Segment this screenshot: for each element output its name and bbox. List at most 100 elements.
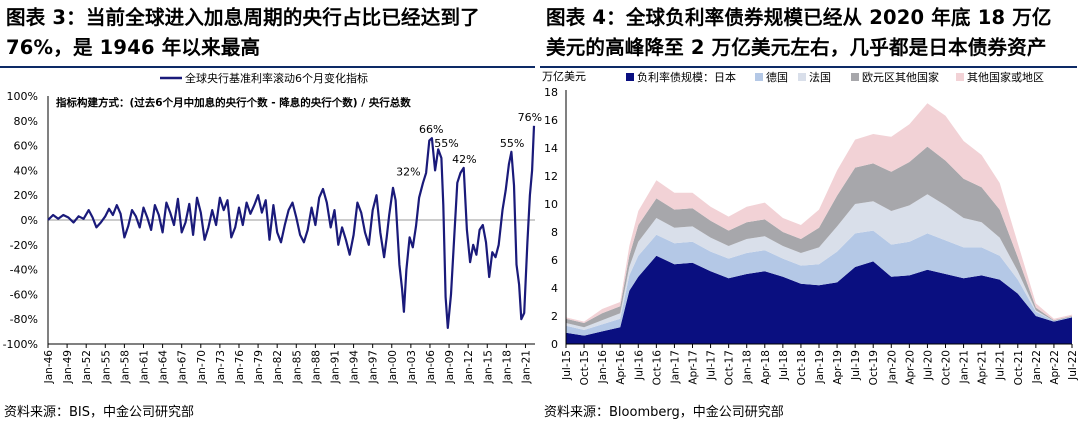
legend-label: 德国 (766, 70, 788, 84)
x-tick-label: Jan-82 (272, 350, 284, 384)
x-tick-label: Jan-21 (959, 350, 971, 384)
x-tick-label: Jan-58 (119, 350, 131, 384)
x-tick-label: Oct-16 (651, 350, 663, 386)
line-chart: 100% 80% 60% 40% 20% 0% -20% -40% -60% -80% -100% J… (3, 71, 543, 385)
x-tick-label: Apr-16 (615, 350, 627, 385)
x-tick-label: Jul-15 (561, 350, 573, 381)
x-tick-label: Jan-88 (310, 350, 322, 384)
legend-label: 欧元区其他国家 (862, 70, 939, 84)
x-tick-label: Jul-22 (1067, 350, 1079, 381)
x-tick-label: Apr-21 (977, 350, 989, 385)
y-tick-label: 8 (551, 226, 558, 239)
x-tick-label: Jul-19 (850, 350, 862, 381)
x-tick-label: Jan-09 (444, 350, 456, 384)
x-tick-label: Apr-22 (1049, 350, 1061, 385)
x-tick-label: Jan-18 (742, 350, 754, 384)
series-line (47, 125, 536, 329)
x-tick-label: Oct-18 (796, 350, 808, 385)
x-tick-label: Jan-22 (1031, 350, 1043, 384)
chart-title: 图表 4：全球负利率债券规模已经从 2020 年底 18 万亿美元的高峰降至 2… (546, 6, 1052, 59)
x-tick-label: Jan-03 (406, 350, 418, 384)
y-tick-label: 10 (544, 198, 558, 211)
y-tick-label: 0% (21, 214, 38, 227)
x-tick-label: Apr-18 (760, 350, 772, 385)
chart-panel-right: 图表 4：全球负利率债券规模已经从 2020 年底 18 万亿美元的高峰降至 2… (540, 0, 1080, 424)
x-tick-label: Oct-20 (941, 350, 953, 385)
data-label: 32% (396, 165, 420, 178)
x-tick-label: Jan-52 (81, 350, 93, 384)
y-tick-label: 20% (14, 189, 38, 202)
data-label: 55% (500, 137, 524, 150)
y-tick-label: 18 (544, 86, 558, 99)
y-tick-label: 80% (14, 115, 38, 128)
x-tick-label: Oct-19 (868, 350, 880, 385)
title-divider (540, 66, 1077, 68)
x-tick-label: Jul-18 (778, 350, 790, 381)
title-divider (0, 66, 535, 68)
chart-panel-left: 图表 3：当前全球进入加息周期的央行占比已经达到了 76%，是 1946 年以来… (0, 0, 543, 424)
chart-title: 图表 3：当前全球进入加息周期的央行占比已经达到了 76%，是 1946 年以来… (6, 6, 480, 59)
x-tick-label: Oct-21 (1013, 350, 1025, 385)
area-series (566, 103, 1072, 323)
stacked-area-chart: 万亿美元 0 2 4 6 8 10 12 14 16 18 Jul-15 Oct-15 Jan-16 Apr… (542, 70, 1079, 386)
x-tick-label: Jan-64 (158, 350, 170, 385)
y-tick-label: 0 (551, 338, 558, 351)
x-tick-label: Jul-21 (995, 350, 1007, 381)
legend-swatch (755, 73, 763, 81)
legend-swatch (851, 73, 859, 81)
x-tick-label: Jan-19 (814, 350, 826, 384)
x-tick-label: Jan-85 (291, 350, 303, 384)
y-tick-label: 40% (14, 164, 38, 177)
legend-swatch (626, 73, 634, 81)
y-tick-label: 60% (14, 140, 38, 153)
legend-label: 负利率债规模：日本 (637, 70, 736, 84)
x-tick-label: Jan-20 (886, 350, 898, 384)
y-tick-label: 12 (544, 170, 558, 183)
x-tick-label: Jan-15 (482, 350, 494, 384)
x-tick-label: Oct-17 (724, 350, 736, 385)
x-tick-label: Jan-18 (501, 350, 513, 384)
x-tick-label: Jan-79 (253, 350, 265, 384)
x-tick-label: Jan-16 (597, 350, 609, 385)
x-tick-label: Jan-70 (196, 350, 208, 384)
x-tick-label: Jan-67 (177, 350, 189, 384)
y-tick-label: 14 (544, 142, 558, 155)
y-tick-label: 16 (544, 114, 558, 127)
unit-label: 万亿美元 (542, 70, 586, 83)
x-tick-label: Apr-20 (904, 350, 916, 385)
x-tick-label: Jan-73 (215, 350, 227, 384)
x-tick-label: Jan-21 (520, 350, 532, 384)
legend-label: 全球央行基准利率滚动6个月变化指标 (185, 71, 368, 85)
x-tick-label: Jan-76 (234, 350, 246, 385)
data-label: 76% (518, 111, 542, 124)
legend-swatch (798, 73, 806, 81)
y-tick-label: 100% (7, 90, 38, 103)
legend-label: 法国 (809, 70, 831, 84)
x-tick-label: Jan-17 (669, 350, 681, 384)
data-label: 55% (434, 137, 458, 150)
x-tick-label: Jul-17 (706, 350, 718, 381)
y-tick-label: 2 (551, 310, 558, 323)
x-tick-label: Jan-91 (329, 350, 341, 384)
y-tick-label: 4 (551, 282, 558, 295)
x-tick-label: Jan-94 (349, 350, 361, 385)
chart-source: 资料来源：Bloomberg，中金公司研究部 (544, 405, 784, 420)
x-tick-label: Jan-97 (368, 350, 380, 384)
x-tick-label: Jan-46 (43, 350, 55, 385)
y-tick-label: -20% (10, 239, 38, 252)
y-tick-label: 6 (551, 254, 558, 267)
area-series (566, 146, 1072, 328)
x-tick-label: Apr-17 (688, 350, 700, 385)
chart-source: 资料来源：BIS，中金公司研究部 (4, 405, 195, 420)
x-tick-label: Jan-61 (138, 350, 150, 384)
x-tick-label: Jan-55 (100, 350, 112, 384)
y-tick-label: -80% (10, 313, 38, 326)
area-series (566, 230, 1072, 336)
y-tick-label: -100% (3, 338, 38, 351)
x-tick-label: Jan-06 (425, 350, 437, 385)
area-series (566, 194, 1072, 330)
x-tick-label: Jul-16 (633, 350, 645, 381)
x-tick-label: Jan-49 (62, 350, 74, 384)
x-tick-label: Jan-00 (387, 350, 399, 384)
legend-swatch (956, 73, 964, 81)
